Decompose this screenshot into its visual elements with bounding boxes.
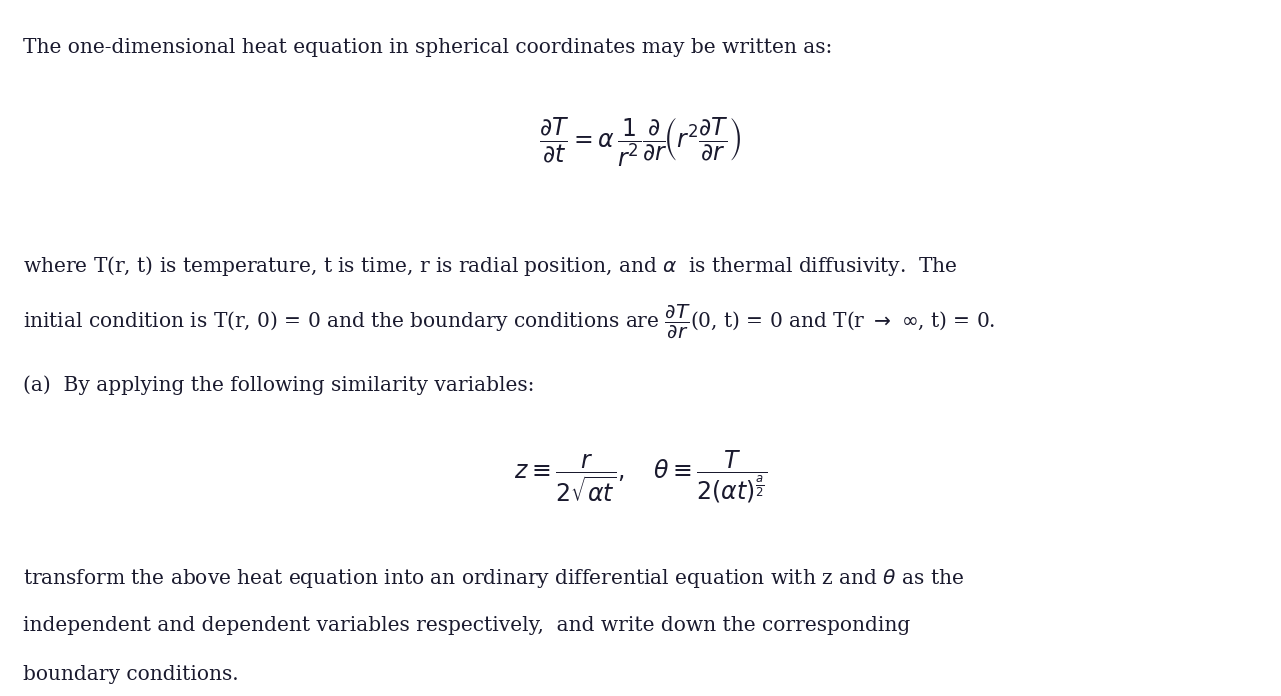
Text: boundary conditions.: boundary conditions. <box>23 665 238 683</box>
Text: (a)  By applying the following similarity variables:: (a) By applying the following similarity… <box>23 376 534 395</box>
Text: initial condition is T(r, 0) = 0 and the boundary conditions are $\dfrac{\partia: initial condition is T(r, 0) = 0 and the… <box>23 303 995 340</box>
Text: independent and dependent variables respectively,  and write down the correspond: independent and dependent variables resp… <box>23 616 911 635</box>
Text: $z \equiv \dfrac{r}{2\sqrt{\alpha t}},\quad \theta \equiv \dfrac{T}{2(\alpha t)^: $z \equiv \dfrac{r}{2\sqrt{\alpha t}},\q… <box>514 449 767 505</box>
Text: The one-dimensional heat equation in spherical coordinates may be written as:: The one-dimensional heat equation in sph… <box>23 38 833 57</box>
Text: $\dfrac{\partial T}{\partial t} = \alpha\,\dfrac{1}{r^2}\dfrac{\partial}{\partia: $\dfrac{\partial T}{\partial t} = \alpha… <box>539 116 742 169</box>
Text: transform the above heat equation into an ordinary differential equation with z : transform the above heat equation into a… <box>23 567 965 590</box>
Text: where T(r, t) is temperature, t is time, r is radial position, and $\alpha$  is : where T(r, t) is temperature, t is time,… <box>23 254 958 278</box>
